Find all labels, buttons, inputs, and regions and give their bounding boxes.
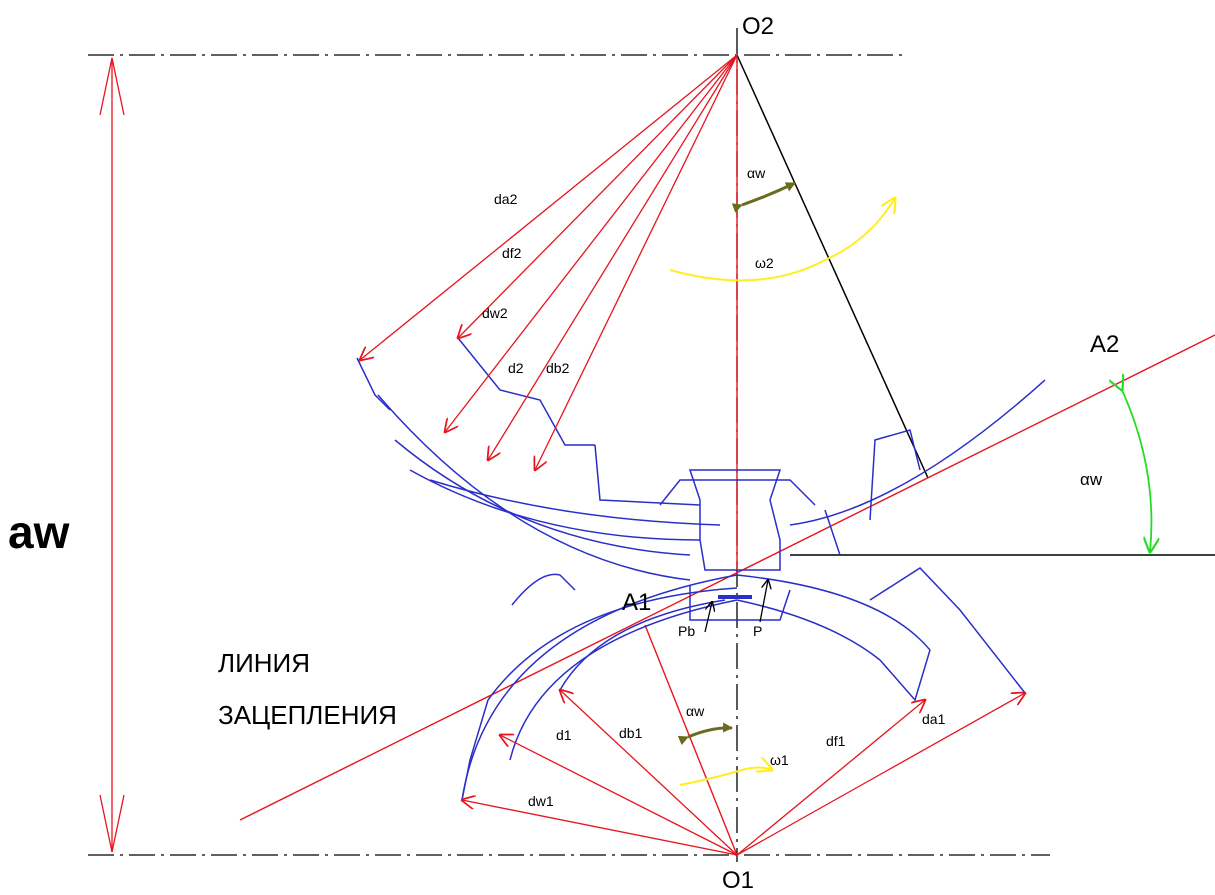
omega2-label: ω2: [755, 255, 774, 271]
d2-label: d2: [508, 360, 524, 376]
upper-tooth-6: [824, 509, 841, 556]
a2-label: A2: [1090, 331, 1119, 358]
lower-radius-arrows: [462, 690, 1025, 856]
omega1-arrow: [679, 768, 772, 786]
lower-arc-2: [487, 587, 738, 701]
lower-arc-base: [559, 599, 726, 691]
df2-radius-arrow: [458, 54, 738, 338]
pb-arrow: [704, 602, 712, 633]
dw2-radius-arrow: [445, 54, 738, 432]
lower-arc-3: [509, 599, 738, 761]
alpha-w-bottom-arc: [677, 722, 733, 746]
aw-label: aw: [8, 506, 70, 558]
alpha-w-angle-arc: [1122, 390, 1151, 552]
p-arrow: [759, 580, 768, 623]
o2-to-tangent-line: [736, 54, 929, 479]
lower-arc-right-1: [736, 574, 931, 651]
db2-radius-arrow: [535, 54, 738, 470]
pb-label: Pb: [678, 623, 695, 639]
lower-tooth-left-2: [461, 699, 489, 801]
aw-dimension: [99, 57, 125, 853]
line-of-action: [239, 55, 1215, 856]
dw1-radius-arrow: [462, 800, 738, 856]
pitch-arrows: [704, 580, 768, 633]
dw2-label: dw2: [482, 305, 508, 321]
upper-arc-outer: [377, 394, 691, 581]
o1-to-a1-radius: [644, 624, 738, 856]
labels: O2 O1 aw A2 A1 αw αw αw ω2 ω1 da2 df2 dw…: [8, 13, 1119, 894]
alpha-w-right-label: αw: [1080, 470, 1103, 489]
da2-label: da2: [494, 191, 518, 207]
rotation-arrows: [669, 198, 895, 786]
aw-arrow-bottom: [99, 794, 125, 853]
a1-label: A1: [622, 589, 651, 616]
dw1-label: dw1: [528, 793, 554, 809]
lower-tooth-left-1: [511, 573, 576, 606]
upper-tooth-left: [356, 357, 391, 411]
lower-arc-right-2: [736, 599, 881, 661]
small-angle-arrows: [677, 181, 796, 746]
d1-radius-arrow: [500, 735, 738, 856]
p-label: P: [753, 623, 762, 639]
alpha-w-angle-marker: [1122, 390, 1151, 552]
upper-arc-3: [409, 469, 701, 541]
line-of-action-label-line2: ЗАЦЕПЛЕНИЯ: [218, 700, 397, 730]
lower-tooth-center: [689, 585, 791, 621]
da1-radius-arrow: [736, 693, 1025, 856]
lower-tooth-right-2: [869, 567, 1026, 694]
upper-tooth-2: [594, 444, 701, 506]
aw-arrow-top: [99, 57, 125, 116]
d2-radius-arrow: [488, 54, 738, 460]
upper-tooth-4: [659, 479, 816, 506]
da2-radius-arrow: [360, 54, 738, 360]
upper-tooth-5: [869, 429, 921, 521]
alpha-w-top-label: αw: [747, 165, 766, 181]
db1-radius-arrow: [560, 690, 738, 856]
alpha-w-bottom-label: αw: [686, 703, 705, 719]
omega1-label: ω1: [770, 752, 789, 768]
df1-radius-arrow: [736, 700, 925, 856]
alpha-w-top-arc: [731, 181, 796, 213]
df2-label: df2: [502, 245, 522, 261]
omega2-arrow: [669, 198, 895, 282]
line-of-action-label-line1: ЛИНИЯ: [218, 648, 310, 678]
upper-arc-2: [394, 439, 691, 556]
upper-tooth-3: [688, 469, 782, 571]
upper-tooth-1: [457, 337, 595, 446]
db1-label: db1: [619, 725, 643, 741]
o1-label: O1: [722, 867, 754, 894]
reference-lines: [736, 54, 1215, 556]
lower-tooth-right-1: [879, 649, 931, 702]
da1-label: da1: [922, 711, 946, 727]
db2-label: db2: [546, 360, 570, 376]
d1-label: d1: [556, 727, 572, 743]
upper-radius-arrows: [360, 54, 738, 470]
upper-gear-profile: [356, 337, 1046, 581]
lower-arc-outer: [461, 574, 738, 801]
lower-gear-profile: [461, 567, 1026, 801]
o2-label: O2: [742, 13, 774, 40]
upper-arc-5: [789, 379, 1046, 526]
df1-label: df1: [826, 733, 846, 749]
upper-arc-4: [429, 479, 721, 526]
